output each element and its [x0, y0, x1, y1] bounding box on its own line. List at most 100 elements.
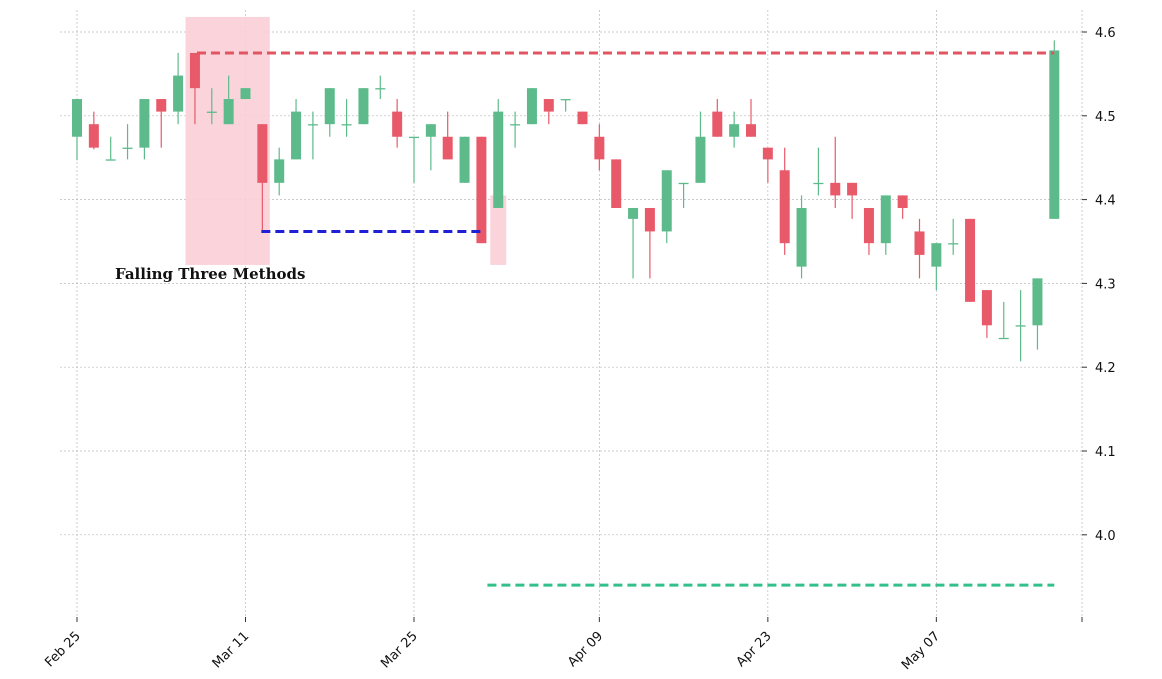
candle-body	[830, 182, 841, 196]
candle	[173, 52, 184, 125]
candle-body	[156, 99, 167, 112]
candle	[746, 99, 756, 137]
candle	[476, 136, 487, 244]
candle-body	[409, 136, 419, 139]
candle	[189, 52, 200, 125]
candle	[1015, 290, 1026, 362]
candle-body	[594, 136, 605, 160]
candle-body	[257, 124, 268, 183]
candle	[712, 99, 723, 137]
y-tick-label: 4.3	[1095, 277, 1116, 292]
candle	[762, 147, 773, 183]
candle-body	[223, 99, 234, 125]
candle	[779, 147, 790, 255]
candle-body	[762, 147, 773, 160]
candle-body	[425, 124, 436, 137]
candle-body	[998, 337, 1009, 340]
candle	[897, 195, 908, 219]
candle-body	[914, 231, 925, 255]
candle	[122, 124, 133, 160]
candle	[981, 290, 992, 338]
candle	[594, 124, 605, 171]
candle	[880, 195, 891, 255]
candle	[442, 111, 453, 160]
candle	[307, 111, 318, 160]
candle	[358, 88, 369, 125]
candle	[223, 75, 234, 125]
candle-body	[526, 88, 537, 125]
candle-body	[72, 99, 82, 137]
candle	[678, 182, 689, 208]
candle-body	[880, 195, 891, 244]
candle	[139, 99, 150, 160]
candle	[998, 301, 1009, 340]
candle-body	[122, 147, 133, 149]
candle	[931, 243, 942, 291]
candle	[274, 147, 285, 196]
candle-body	[173, 75, 184, 112]
annotations: Falling Three Methods	[115, 265, 305, 283]
y-tick-label: 4.2	[1095, 361, 1116, 376]
candle	[965, 218, 976, 302]
candle	[863, 207, 874, 255]
x-tick-label: Mar 25	[378, 629, 421, 672]
x-tick-label: May 07	[899, 629, 943, 673]
candle-body	[1049, 50, 1060, 219]
candle-body	[493, 111, 504, 208]
candle-body	[392, 111, 403, 137]
candle-body	[611, 159, 622, 208]
candle-body	[577, 111, 588, 125]
candle	[628, 207, 639, 279]
candle	[257, 124, 268, 232]
candle-body	[1015, 325, 1026, 327]
candle	[729, 111, 740, 148]
candle	[1049, 40, 1060, 219]
candle-body	[442, 136, 453, 160]
candle-body	[948, 243, 959, 245]
candle-body	[189, 52, 200, 89]
candle-body	[1032, 278, 1043, 326]
candle	[914, 218, 925, 279]
candle	[459, 136, 470, 183]
candle	[240, 88, 251, 100]
candle-body	[695, 136, 706, 183]
candle	[206, 88, 217, 125]
candle	[1032, 278, 1043, 350]
candle-body	[813, 182, 824, 185]
candle-body	[358, 88, 369, 125]
candle-body	[965, 218, 976, 302]
x-tick-label: Feb 25	[42, 629, 84, 671]
candle-body	[324, 88, 335, 125]
y-tick-label: 4.0	[1095, 529, 1116, 544]
candle-body	[897, 195, 908, 208]
candle-body	[206, 111, 217, 113]
candle-body	[341, 124, 352, 126]
candle-body	[746, 124, 756, 137]
candle	[695, 111, 706, 183]
candle	[291, 99, 302, 160]
candle-body	[274, 159, 285, 183]
candle-body	[459, 136, 470, 183]
y-tick-label: 4.1	[1095, 445, 1116, 460]
breakout-highlight	[490, 195, 507, 265]
candle	[661, 170, 672, 244]
candle-body	[644, 207, 655, 232]
candle-body	[628, 207, 639, 219]
candle-body	[560, 99, 571, 101]
x-tick-label: Apr 09	[565, 629, 606, 670]
candle-body	[307, 124, 318, 126]
candle	[560, 99, 571, 112]
candle-body	[88, 124, 99, 148]
candle	[510, 111, 521, 148]
levels	[196, 51, 1055, 587]
candle-body	[796, 207, 807, 267]
candle-body	[105, 159, 116, 161]
x-tick-label: Mar 11	[210, 629, 253, 672]
candle-body	[729, 124, 740, 137]
candle	[948, 218, 959, 255]
candle	[644, 207, 655, 279]
candle-body	[931, 243, 942, 267]
candle	[105, 136, 116, 161]
candle	[72, 99, 82, 161]
y-tick-label: 4.4	[1095, 194, 1116, 209]
